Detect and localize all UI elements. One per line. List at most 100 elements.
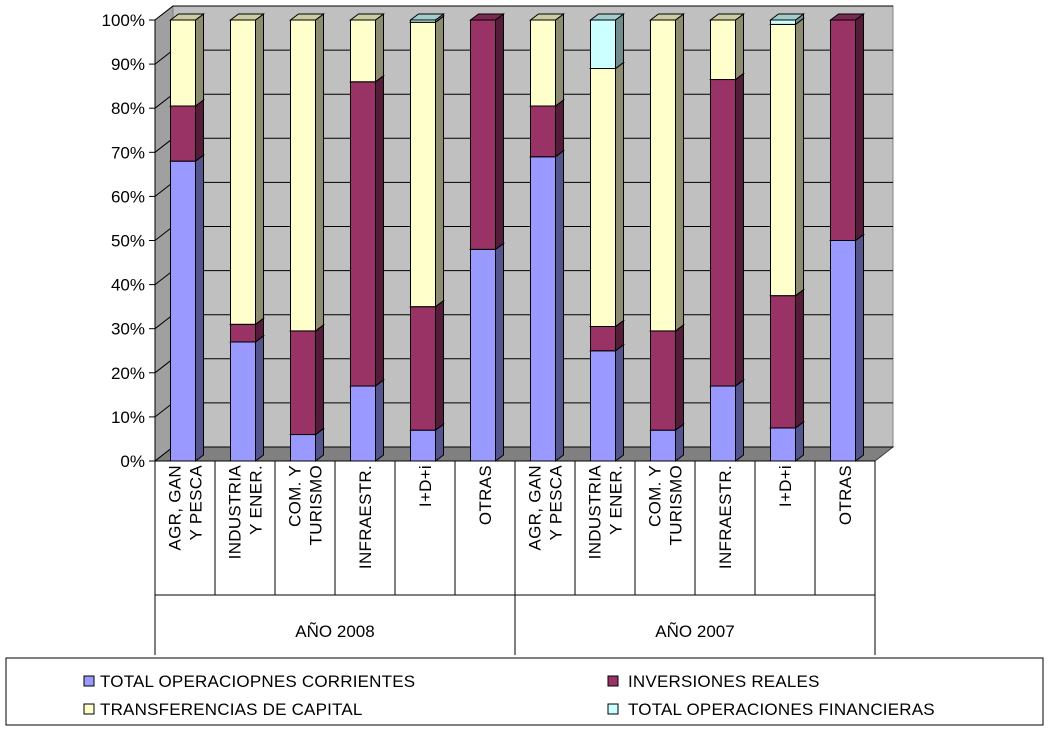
bar-front xyxy=(350,81,376,387)
bar-front xyxy=(590,350,616,462)
bar-side xyxy=(255,13,264,326)
bar-front xyxy=(590,19,616,70)
bar-front xyxy=(710,385,736,462)
bar-side xyxy=(795,420,804,462)
bar-front xyxy=(410,21,436,308)
legend-entry: TOTAL OPERACIONES FINANCIERAS xyxy=(628,700,935,719)
legend-box xyxy=(5,657,1044,726)
bar-front xyxy=(410,306,436,431)
bar-front xyxy=(230,19,256,325)
y-tick-label: 80% xyxy=(111,99,145,118)
bar-segment xyxy=(769,288,805,429)
bar-front xyxy=(770,295,796,429)
bar-segment xyxy=(829,233,865,462)
bar-side xyxy=(315,13,324,332)
bar-side xyxy=(615,61,624,328)
bar-front xyxy=(350,19,376,83)
category-label: COM. Y xyxy=(646,465,665,527)
bar-side xyxy=(435,299,444,432)
bar-front xyxy=(290,19,316,332)
bar-segment xyxy=(289,13,325,332)
bar-segment xyxy=(709,72,745,388)
bar-front xyxy=(770,19,796,25)
category-label: Y PESCA xyxy=(187,465,206,541)
y-tick-label: 40% xyxy=(111,276,145,295)
bar-front xyxy=(530,105,556,158)
bar-segment xyxy=(709,379,745,462)
bar-side xyxy=(195,98,204,163)
bar-segment xyxy=(589,13,625,70)
y-tick-label: 100% xyxy=(102,11,145,30)
bar-side xyxy=(735,72,744,388)
bar-front xyxy=(650,330,676,431)
bar-segment xyxy=(529,149,565,462)
bar-front xyxy=(530,19,556,107)
bar-segment xyxy=(829,13,865,242)
bar-top xyxy=(829,13,865,21)
y-tick-label: 10% xyxy=(111,408,145,427)
category-label: OTRAS xyxy=(836,465,855,525)
bar-segment xyxy=(649,13,685,332)
category-label: I+D+i xyxy=(416,465,435,507)
bar-side xyxy=(495,13,504,251)
category-label: INDUSTRIA xyxy=(586,465,605,560)
bar-side xyxy=(555,98,564,158)
bar-segment xyxy=(349,379,385,462)
bar-front xyxy=(230,323,256,343)
bar-front xyxy=(590,325,616,352)
legend-swatch xyxy=(607,703,619,715)
category-label: INDUSTRIA xyxy=(226,465,245,560)
bar-side xyxy=(855,13,864,242)
bar-front xyxy=(470,248,496,462)
category-label: Y ENER. xyxy=(607,465,626,535)
y-tick-label: 60% xyxy=(111,187,145,206)
bar-top xyxy=(409,13,445,21)
legend-swatch xyxy=(607,675,619,687)
bar-front xyxy=(650,429,676,462)
bar-front xyxy=(830,19,856,241)
bar-front xyxy=(710,79,736,387)
bar-side xyxy=(795,288,804,429)
category-axis: AGR, GAN Y PESCA INDUSTRIA Y ENER. COM. Y TUR… xyxy=(154,460,876,655)
category-label: Y ENER. xyxy=(247,465,266,535)
bar-front xyxy=(350,385,376,462)
category-label: OTRAS xyxy=(476,465,495,525)
y-tick-label: 0% xyxy=(120,452,145,471)
category-label: TURISMO xyxy=(667,465,686,545)
bar-front xyxy=(830,240,856,462)
legend-swatch xyxy=(83,675,95,687)
y-tick-label: 50% xyxy=(111,232,145,251)
legend-entry: TOTAL OPERACIOPNES CORRIENTES xyxy=(100,672,415,691)
bar-side xyxy=(195,154,204,462)
bar-segment xyxy=(589,343,625,462)
bar-top xyxy=(169,13,205,21)
bar-front xyxy=(290,434,316,462)
bar-front xyxy=(650,19,676,332)
bar-side xyxy=(555,149,564,462)
bar-side xyxy=(315,323,324,436)
category-label: INFRAESTR. xyxy=(716,465,735,569)
bar-side xyxy=(375,13,384,83)
bar-side xyxy=(195,13,204,107)
bar-segment xyxy=(769,17,805,297)
bar-top xyxy=(529,13,565,21)
bar-segment xyxy=(469,13,505,251)
bar-front xyxy=(470,19,496,250)
legend: TOTAL OPERACIOPNES CORRIENTES INVERSIONES… xyxy=(5,657,1044,726)
group-label: AÑO 2008 xyxy=(295,622,374,641)
y-tick-label: 20% xyxy=(111,364,145,383)
bar-front xyxy=(710,19,736,81)
bar-front xyxy=(770,427,796,462)
bar-segment xyxy=(469,242,505,462)
bar-front xyxy=(170,160,196,462)
bar-top xyxy=(349,13,385,21)
category-label: Y PESCA xyxy=(547,465,566,541)
bar-segment xyxy=(229,334,265,462)
group-label: AÑO 2007 xyxy=(655,622,734,641)
bar-side xyxy=(615,13,624,70)
bar-side xyxy=(375,379,384,462)
bar-top xyxy=(469,13,505,21)
bar-segment xyxy=(409,299,445,432)
bar-side xyxy=(675,13,684,332)
bars xyxy=(169,13,865,462)
